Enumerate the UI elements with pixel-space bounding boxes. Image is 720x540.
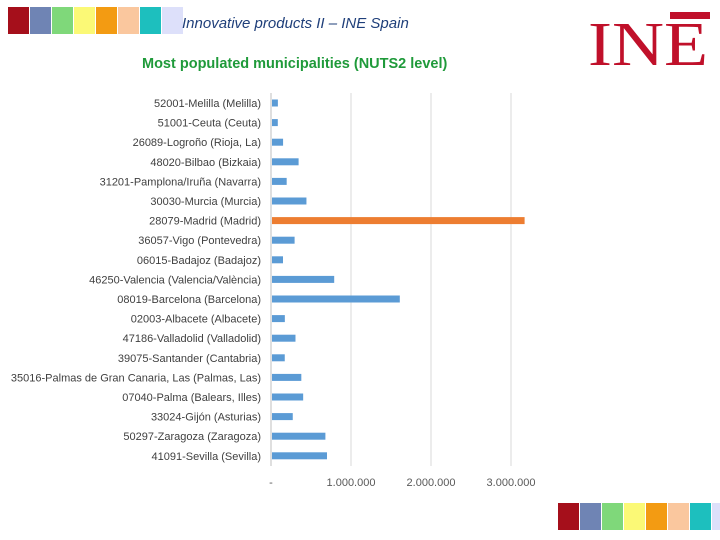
bars — [272, 99, 525, 460]
color-swatch — [140, 7, 162, 34]
x-tick-labels: - 1.000.000 2.000.000 3.000.000 — [269, 477, 535, 489]
category-label: 02003-Albacete (Albacete) — [131, 314, 261, 326]
bar — [272, 295, 400, 303]
category-label: 30030-Murcia (Murcia) — [150, 196, 261, 208]
chart-title: Most populated municipalities (NUTS2 lev… — [142, 56, 448, 72]
bar — [272, 236, 295, 244]
category-label: 47186-Valladolid (Valladolid) — [123, 333, 261, 345]
bar — [272, 275, 335, 283]
bar — [272, 158, 299, 166]
category-label: 48020-Bilbao (Bizkaia) — [150, 157, 261, 169]
color-swatch — [712, 503, 720, 530]
bar — [272, 177, 287, 185]
category-label: 07040-Palma (Balears, Illes) — [122, 392, 261, 404]
bar — [272, 452, 327, 460]
bar — [272, 138, 284, 146]
category-label: 26089-Logroño (Rioja, La) — [133, 137, 261, 149]
bar — [272, 197, 307, 205]
color-swatch — [96, 7, 118, 34]
bar-highlighted — [272, 217, 525, 225]
page-title: Innovative products II – INE Spain — [182, 15, 409, 32]
category-label: 39075-Santander (Cantabria) — [118, 353, 261, 365]
x-tick-label: 2.000.000 — [407, 477, 456, 489]
category-label: 06015-Badajoz (Badajoz) — [137, 255, 261, 267]
color-swatch — [8, 7, 30, 34]
category-label: 33024-Gijón (Asturias) — [151, 412, 261, 424]
category-label: 50297-Zaragoza (Zaragoza) — [123, 431, 261, 443]
bottom-color-swatches — [558, 503, 720, 530]
gridlines — [270, 93, 512, 466]
category-label: 08019-Barcelona (Barcelona) — [117, 294, 261, 306]
bar — [272, 315, 285, 323]
category-label: 31201-Pamplona/Iruña (Navarra) — [100, 176, 261, 188]
category-labels: 52001-Melilla (Melilla) 51001-Ceuta (Ceut… — [11, 98, 261, 463]
color-swatch — [118, 7, 140, 34]
bar — [272, 373, 302, 381]
color-swatch — [558, 503, 580, 530]
color-swatch — [162, 7, 184, 34]
color-swatch — [602, 503, 624, 530]
color-swatch — [74, 7, 96, 34]
ine-logo: INE — [588, 11, 710, 74]
category-label: 36057-Vigo (Pontevedra) — [138, 235, 261, 247]
color-swatch — [646, 503, 668, 530]
category-label: 51001-Ceuta (Ceuta) — [158, 118, 261, 130]
bar — [272, 256, 283, 264]
color-swatch — [580, 503, 602, 530]
category-label: 28079-Madrid (Madrid) — [149, 216, 261, 228]
category-label: 52001-Melilla (Melilla) — [154, 98, 261, 110]
bar — [272, 334, 296, 342]
category-label: 35016-Palmas de Gran Canaria, Las (Palma… — [11, 372, 261, 384]
color-swatch — [30, 7, 52, 34]
category-label: 46250-Valencia (Valencia/València) — [89, 274, 261, 286]
color-swatch — [624, 503, 646, 530]
bar — [272, 432, 326, 440]
color-swatch — [52, 7, 74, 34]
x-tick-label: - — [269, 477, 273, 489]
color-swatch — [668, 503, 690, 530]
top-color-swatches — [8, 7, 184, 34]
x-tick-label: 3.000.000 — [487, 477, 536, 489]
bar — [272, 354, 285, 362]
ine-logo-text: INE — [588, 11, 708, 74]
category-label: 41091-Sevilla (Sevilla) — [152, 451, 261, 463]
color-swatch — [690, 503, 712, 530]
x-tick-label: 1.000.000 — [327, 477, 376, 489]
bar — [272, 119, 278, 127]
ine-logo-macron — [670, 12, 710, 19]
bar — [272, 413, 293, 421]
bar — [272, 393, 304, 401]
bar — [272, 99, 278, 107]
